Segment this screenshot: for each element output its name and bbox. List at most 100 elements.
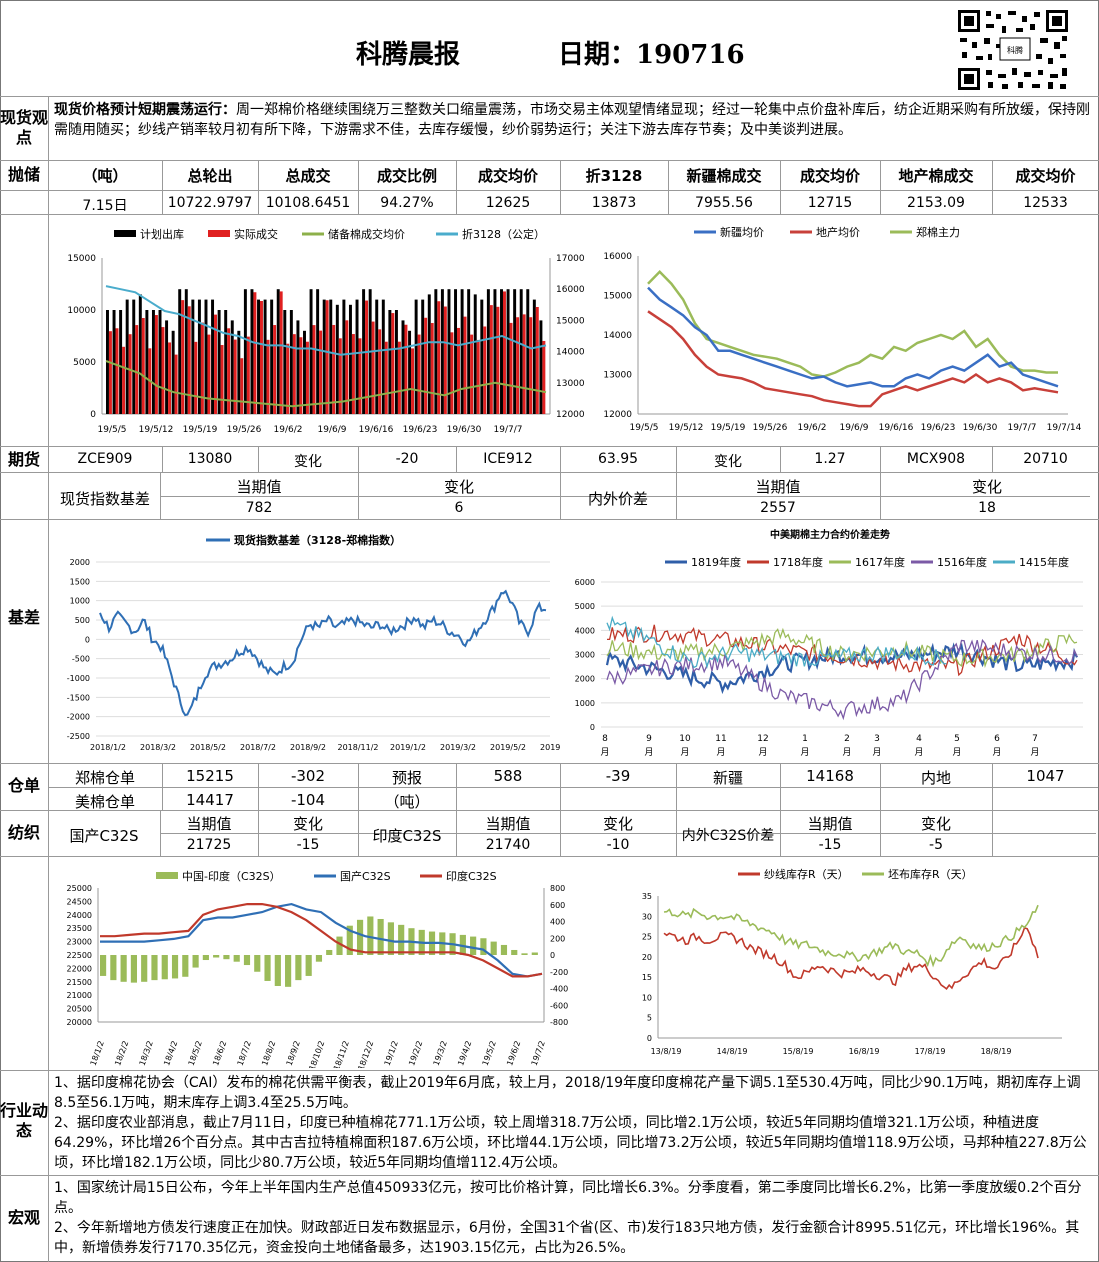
spread-value: 2557 <box>760 500 796 516</box>
x-tick-label: 18/10/2 <box>307 1040 326 1068</box>
industry-news-item: 1、据印度棉花协会（CAI）发布的棉花供需平衡表，截止2019年6月底，较上月，… <box>54 1075 1081 1111</box>
y-tick-label: 5 <box>647 1014 652 1023</box>
bar-actual <box>273 325 277 414</box>
textile-header: 变化 <box>292 815 323 833</box>
bar-plan <box>513 289 517 414</box>
x-tick-label: 18/11/2 <box>332 1040 351 1068</box>
x-tick-label: 19/6/30 <box>447 425 482 435</box>
x-tick-unit: 月 <box>992 747 1001 758</box>
x-tick-label: 10 <box>679 734 691 744</box>
auction-header: 总轮出 <box>187 167 233 185</box>
series-line-cloth <box>663 904 1039 968</box>
auction-value: 12533 <box>1023 195 1068 211</box>
spread-header: 当期值 <box>755 478 801 496</box>
report-date: 日期：190716 <box>558 40 745 70</box>
y-tick-label: 16000 <box>603 252 632 262</box>
bar-actual <box>122 346 126 414</box>
bar-actual <box>542 340 546 414</box>
bar-plan <box>165 320 169 414</box>
legend-item: 1415年度 <box>1019 555 1069 569</box>
y-tick-label-right: -400 <box>550 985 568 994</box>
futures-value: ICE912 <box>483 451 533 467</box>
bar-actual <box>115 328 119 414</box>
textile-label: 国产C32S <box>69 827 139 845</box>
legend-item: 新疆均价 <box>720 225 764 239</box>
bar-diff <box>305 955 312 976</box>
bar-actual <box>483 326 487 414</box>
x-tick-label: 2019/1/2 <box>390 743 426 752</box>
spread-value: 18 <box>978 500 996 516</box>
y-tick-label-right: 200 <box>550 934 565 943</box>
legend-item: 折3128（公定） <box>462 227 545 241</box>
bar-plan <box>151 310 155 414</box>
x-tick-label: 18/12/2 <box>356 1040 375 1068</box>
bar-plan <box>237 330 241 414</box>
legend-item-swatch <box>114 230 136 237</box>
bar-plan <box>381 299 385 414</box>
y-tick-label: 4000 <box>575 626 595 635</box>
bar-actual <box>135 325 139 414</box>
x-tick-unit: 月 <box>872 747 881 758</box>
bar-diff <box>264 955 271 981</box>
series-line-spread <box>606 627 1078 669</box>
x-tick-label: 19/4/2 <box>456 1040 473 1067</box>
section-label-basis: 基差 <box>7 608 40 627</box>
bar-actual <box>509 322 513 414</box>
bar-diff <box>254 955 261 972</box>
legend-item: 实际成交 <box>234 227 278 241</box>
bar-plan <box>506 289 510 414</box>
y-tick-label: 23000 <box>67 938 92 947</box>
bar-actual <box>529 317 533 414</box>
bar-actual <box>384 341 388 414</box>
x-tick-label: 19/7/7 <box>494 425 523 435</box>
x-tick-unit: 月 <box>952 747 961 758</box>
bar-plan <box>401 320 405 414</box>
legend-item: 储备棉成交均价 <box>328 227 405 241</box>
bar-plan <box>145 310 149 414</box>
industry-news: 1、据印度棉花协会（CAI）发布的棉花供需平衡表，截止2019年6月底，较上月，… <box>54 1073 1094 1173</box>
auction-header: 成交均价 <box>1015 167 1076 185</box>
y-tick-label: -500 <box>72 655 90 664</box>
bar-actual <box>411 348 414 414</box>
bar-plan <box>224 310 228 414</box>
textile-value: -15 <box>818 837 842 853</box>
warehouse-value: 14417 <box>186 791 234 809</box>
bar-plan <box>211 299 215 414</box>
textile-value: 21740 <box>485 837 531 853</box>
legend-item: 1819年度 <box>691 555 741 569</box>
bar-plan <box>132 299 136 414</box>
bar-actual <box>161 327 165 414</box>
bar-actual <box>312 325 316 414</box>
bar-actual <box>476 339 480 414</box>
textile-header: 当期值 <box>186 815 232 833</box>
y-tick-label-right: -800 <box>550 1018 568 1027</box>
bar-plan <box>473 294 477 414</box>
auction-value: 10722.9797 <box>167 195 253 211</box>
bar-plan <box>171 330 175 414</box>
y-tick-label: 24500 <box>67 897 92 906</box>
bar-plan <box>493 289 497 414</box>
macro-news-item: 1、国家统计局15日公布，今年上半年国内生产总值450933亿元，按可比价格计算… <box>54 1180 1082 1216</box>
bar-diff <box>511 949 518 955</box>
bar-plan <box>250 289 254 414</box>
bar-actual <box>397 341 401 414</box>
basis-value: 782 <box>245 500 273 516</box>
y-tick-label: 1000 <box>70 597 90 606</box>
series-line-basis <box>99 589 547 717</box>
bar-diff <box>274 955 281 986</box>
bar-plan <box>257 299 260 414</box>
bar-actual <box>174 354 178 414</box>
y-tick-label: 30 <box>642 912 652 921</box>
bar-actual <box>463 316 467 414</box>
bar-diff <box>182 955 189 977</box>
series-line-spread <box>605 642 1079 695</box>
x-tick-unit: 月 <box>914 747 923 758</box>
series-line-zz <box>647 270 1058 378</box>
chart-spot-prices: 新疆均价 地产均价 郑棉主力 16000 15000 14000 13000 12000 19/… <box>598 216 1096 448</box>
futures-value: ZCE909 <box>77 451 133 467</box>
bar-actual <box>253 292 257 414</box>
chart-yarn-inventory: 纱线库存R（天） 坯布库存R（天） 35 30 25 20 15 10 5 0 13/8/19 14/… <box>630 860 1070 1072</box>
macro-news: 1、国家统计局15日公布，今年上半年国内生产总值450933亿元，按可比价格计算… <box>54 1178 1094 1258</box>
y-tick-label: 22500 <box>67 951 92 960</box>
x-tick-label: 1 <box>802 734 808 744</box>
